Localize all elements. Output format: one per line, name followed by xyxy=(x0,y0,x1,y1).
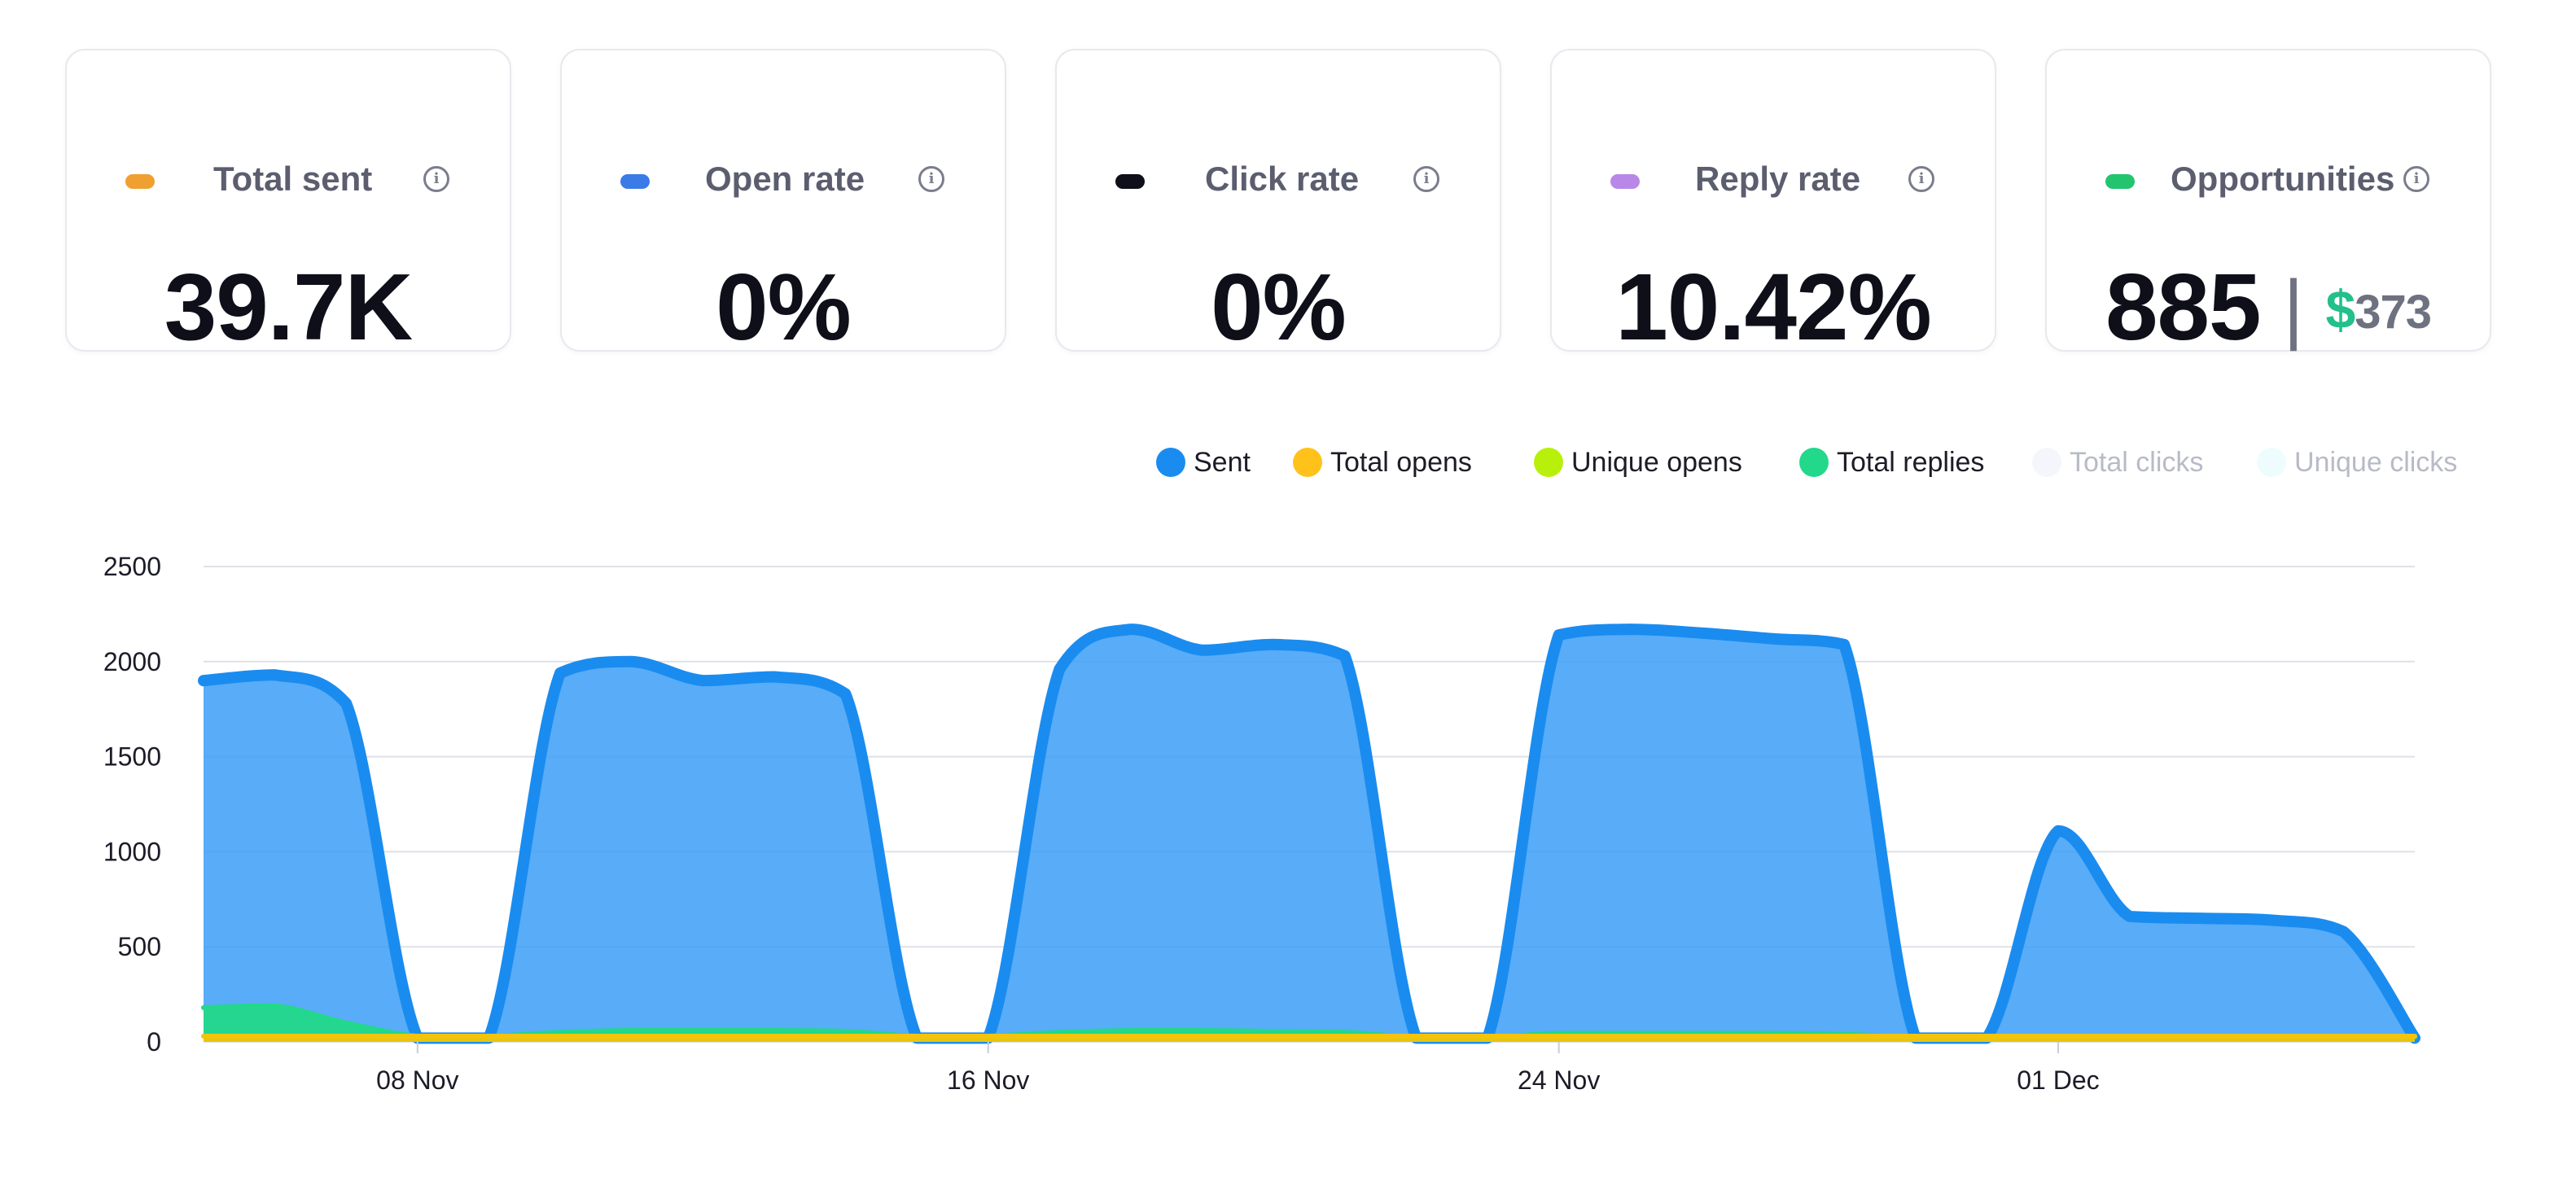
metric-card-header: Reply rate i xyxy=(1552,155,1995,203)
y-tick-label: 500 xyxy=(118,932,161,961)
metric-value: 0% xyxy=(1211,254,1347,360)
metric-card-opportunities: Opportunities i 885 | $373 xyxy=(2045,49,2491,360)
metric-title: Click rate xyxy=(1205,160,1360,198)
x-tick-label: 24 Nov xyxy=(1518,1065,1600,1095)
legend-label: Unique opens xyxy=(1571,447,1742,478)
metric-title: Open rate xyxy=(705,160,865,198)
metric-card-total-sent: Total sent i 39.7K xyxy=(65,49,511,360)
y-tick-label: 0 xyxy=(147,1027,161,1057)
metric-color-dot xyxy=(1610,174,1640,189)
metric-value: 39.7K xyxy=(164,254,414,360)
legend-label: Sent xyxy=(1194,447,1251,478)
opportunities-amount: $373 xyxy=(2325,279,2432,339)
legend-swatch xyxy=(2257,448,2286,477)
y-tick-label: 2500 xyxy=(103,552,161,581)
metric-card-header: Total sent i xyxy=(67,155,510,203)
opportunities-count: 885 xyxy=(2105,254,2262,360)
activity-area-chart: 0 500 1000 1500 2000 2500 08 Nov 16 Nov 24 Nov 01… xyxy=(103,552,2420,1095)
chart-series xyxy=(198,624,2420,1044)
metric-card-open-rate: Open rate i 0% xyxy=(560,49,1006,360)
info-icon[interactable]: i xyxy=(1413,166,1439,192)
y-tick-label: 1000 xyxy=(103,837,161,866)
legend-swatch xyxy=(2032,448,2061,477)
y-tick-label: 1500 xyxy=(103,742,161,772)
series-area-sent xyxy=(204,629,2415,1042)
metric-card-reply-rate: Reply rate i 10.42% xyxy=(1550,49,1996,360)
legend-label: Total clicks xyxy=(2070,447,2204,478)
info-icon[interactable]: i xyxy=(2403,166,2429,192)
metric-title: Opportunities xyxy=(2171,160,2395,198)
amount-value: 373 xyxy=(2355,286,2432,339)
metric-card-header: Open rate i xyxy=(562,155,1005,203)
metric-card-header: Opportunities i xyxy=(2047,155,2490,203)
metric-color-dot xyxy=(1115,174,1145,189)
legend-label: Unique clicks xyxy=(2294,447,2458,478)
legend-swatch xyxy=(1293,448,1322,477)
metric-cards: Total sent i 39.7K Open rate i 0% Click … xyxy=(0,0,2576,366)
series-line-sent xyxy=(198,624,2420,1044)
currency-symbol: $ xyxy=(2325,279,2355,339)
y-tick-label: 2000 xyxy=(103,647,161,676)
x-tick-label: 01 Dec xyxy=(2017,1065,2099,1095)
metric-color-dot xyxy=(620,174,650,189)
x-tick-label: 16 Nov xyxy=(947,1065,1029,1095)
metric-title: Reply rate xyxy=(1695,160,1861,198)
legend-label: Total replies xyxy=(1837,447,1985,478)
value-separator: | xyxy=(2283,265,2304,352)
info-icon[interactable]: i xyxy=(918,166,944,192)
metric-color-dot xyxy=(125,174,155,189)
legend-swatch xyxy=(1156,448,1185,477)
metric-card-header: Click rate i xyxy=(1057,155,1500,203)
metric-value: 885 | $373 xyxy=(2047,254,2490,377)
metric-color-dot xyxy=(2105,174,2135,189)
legend-swatch xyxy=(1534,448,1563,477)
metric-value: 0% xyxy=(716,254,852,360)
x-tick-label: 08 Nov xyxy=(376,1065,458,1095)
chart-axes: 0 500 1000 1500 2000 2500 08 Nov 16 Nov 24 Nov 01… xyxy=(103,552,2100,1095)
metric-value: 10.42% xyxy=(1615,254,1931,360)
metric-card-click-rate: Click rate i 0% xyxy=(1055,49,1501,360)
info-icon[interactable]: i xyxy=(1908,166,1934,192)
legend-swatch xyxy=(1799,448,1829,477)
legend-label: Total opens xyxy=(1330,447,1472,478)
info-icon[interactable]: i xyxy=(423,166,449,192)
metric-title: Total sent xyxy=(213,160,373,198)
